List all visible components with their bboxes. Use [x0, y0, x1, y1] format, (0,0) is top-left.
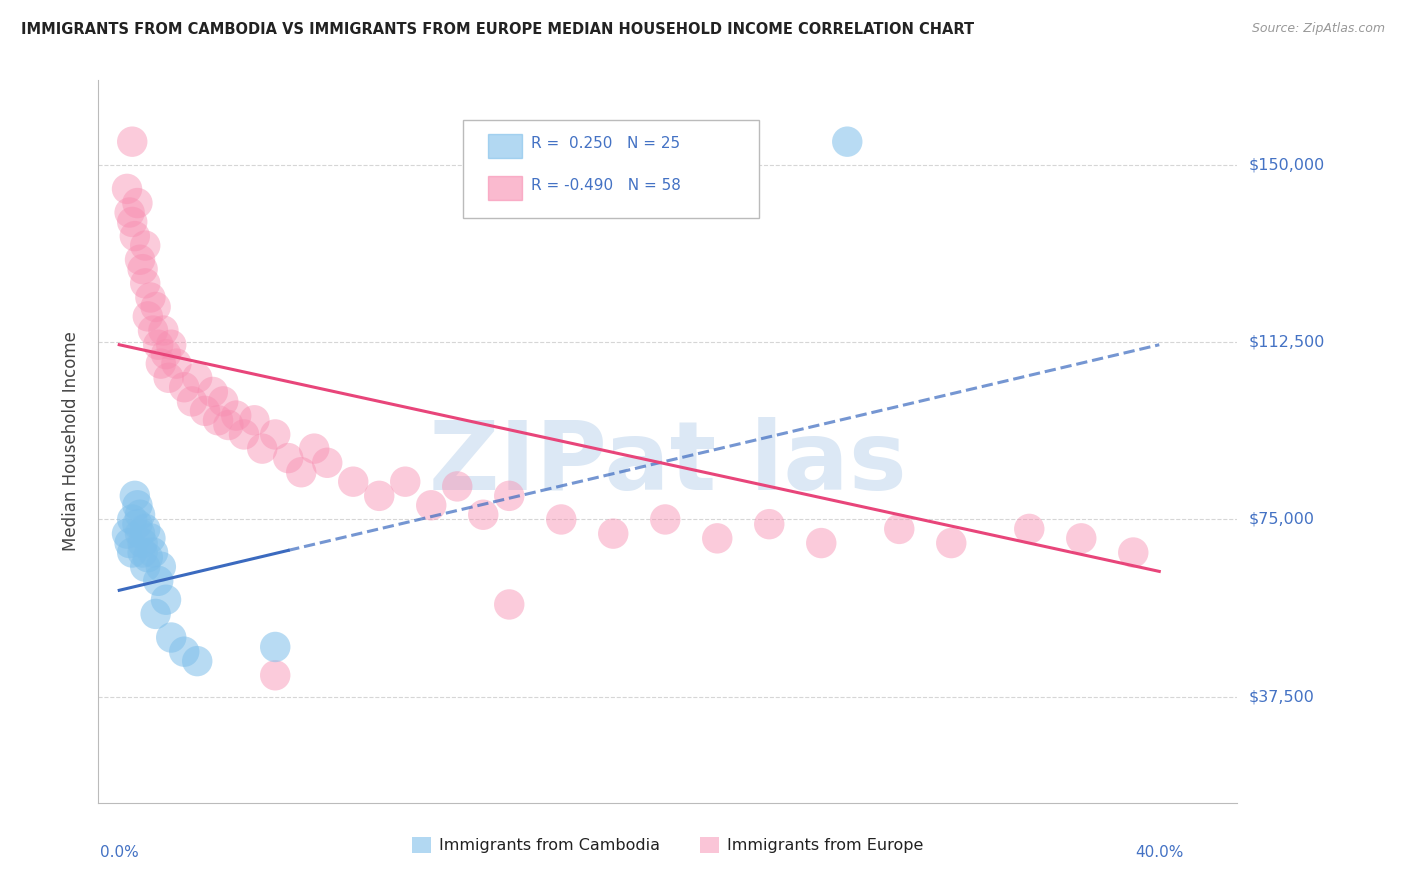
Point: [472, 508, 495, 522]
Point: [173, 380, 195, 394]
FancyBboxPatch shape: [488, 134, 522, 158]
Point: [149, 559, 172, 574]
Point: [121, 135, 143, 149]
FancyBboxPatch shape: [463, 120, 759, 218]
Text: $75,000: $75,000: [1249, 512, 1315, 527]
Point: [1122, 545, 1144, 559]
Point: [420, 498, 443, 512]
Point: [149, 357, 172, 371]
Point: [446, 479, 468, 493]
Point: [155, 347, 177, 361]
Point: [498, 598, 520, 612]
Point: [136, 550, 159, 565]
Point: [131, 545, 153, 559]
Text: $112,500: $112,500: [1249, 334, 1324, 350]
Point: [368, 489, 391, 503]
Point: [342, 475, 364, 489]
Point: [142, 324, 165, 338]
Point: [160, 337, 183, 351]
Point: [316, 456, 339, 470]
Point: [194, 404, 217, 418]
Point: [121, 545, 143, 559]
Point: [941, 536, 963, 550]
Text: 0.0%: 0.0%: [100, 846, 139, 860]
Point: [654, 512, 676, 526]
Point: [550, 512, 572, 526]
Point: [160, 631, 183, 645]
Point: [115, 526, 138, 541]
Point: [139, 291, 162, 305]
Point: [155, 592, 177, 607]
Point: [243, 413, 266, 427]
Point: [217, 417, 239, 432]
Point: [225, 409, 247, 423]
Point: [148, 337, 170, 351]
Point: [810, 536, 832, 550]
Point: [118, 536, 141, 550]
Point: [152, 324, 174, 338]
Point: [145, 607, 167, 621]
Point: [139, 532, 162, 546]
Text: R =  0.250   N = 25: R = 0.250 N = 25: [531, 136, 681, 152]
Point: [127, 196, 149, 211]
Text: ZIPat las: ZIPat las: [429, 417, 907, 509]
Point: [602, 526, 624, 541]
Point: [201, 384, 224, 399]
Text: 40.0%: 40.0%: [1135, 846, 1184, 860]
Point: [118, 205, 141, 219]
Point: [142, 545, 165, 559]
Point: [252, 442, 274, 456]
Point: [173, 645, 195, 659]
Point: [889, 522, 911, 536]
Point: [264, 427, 287, 442]
Point: [498, 489, 520, 503]
Point: [127, 498, 149, 512]
Point: [302, 442, 325, 456]
Text: Source: ZipAtlas.com: Source: ZipAtlas.com: [1251, 22, 1385, 36]
Point: [129, 508, 152, 522]
Point: [758, 517, 780, 532]
Point: [124, 489, 146, 503]
Point: [186, 654, 208, 668]
Y-axis label: Median Household Income: Median Household Income: [62, 332, 80, 551]
Point: [145, 300, 167, 314]
Legend: Immigrants from Cambodia, Immigrants from Europe: Immigrants from Cambodia, Immigrants fro…: [406, 830, 929, 860]
Point: [134, 522, 156, 536]
Point: [394, 475, 416, 489]
Point: [115, 182, 138, 196]
Point: [1018, 522, 1040, 536]
Point: [129, 526, 152, 541]
Point: [290, 465, 312, 479]
Point: [1070, 532, 1092, 546]
Point: [157, 371, 180, 385]
Point: [134, 559, 156, 574]
Text: $37,500: $37,500: [1249, 689, 1315, 704]
Point: [127, 517, 149, 532]
Point: [129, 252, 152, 267]
Point: [186, 371, 208, 385]
Point: [124, 229, 146, 244]
Text: R = -0.490   N = 58: R = -0.490 N = 58: [531, 178, 681, 194]
Point: [181, 394, 204, 409]
Point: [264, 668, 287, 682]
Point: [134, 238, 156, 252]
Point: [706, 532, 728, 546]
Text: IMMIGRANTS FROM CAMBODIA VS IMMIGRANTS FROM EUROPE MEDIAN HOUSEHOLD INCOME CORRE: IMMIGRANTS FROM CAMBODIA VS IMMIGRANTS F…: [21, 22, 974, 37]
Point: [136, 310, 159, 324]
Point: [148, 574, 170, 588]
Point: [212, 394, 235, 409]
Point: [134, 277, 156, 291]
Point: [233, 427, 256, 442]
Text: $150,000: $150,000: [1249, 158, 1324, 173]
Point: [121, 512, 143, 526]
Point: [121, 215, 143, 229]
Point: [131, 262, 153, 277]
Point: [837, 135, 859, 149]
Point: [131, 536, 153, 550]
Point: [165, 357, 187, 371]
Point: [207, 413, 229, 427]
Point: [264, 640, 287, 654]
FancyBboxPatch shape: [488, 176, 522, 200]
Point: [277, 451, 299, 466]
